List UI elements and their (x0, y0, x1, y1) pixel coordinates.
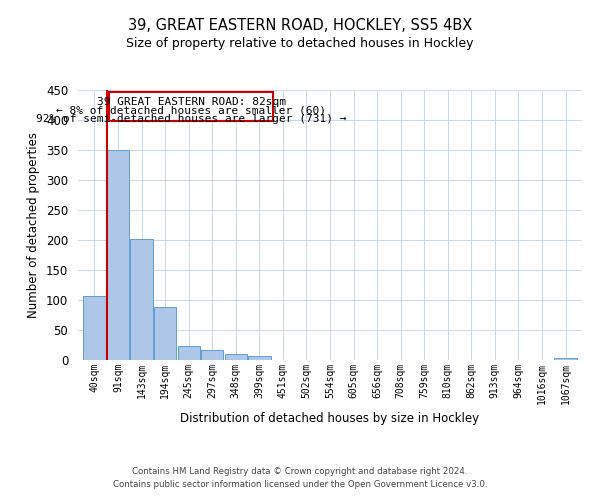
Bar (248, 356, 271, 360)
Bar (201, 350, 223, 360)
Bar (107, 150, 129, 360)
Bar (83, 296, 106, 360)
Text: Contains HM Land Registry data © Crown copyright and database right 2024.: Contains HM Land Registry data © Crown c… (132, 467, 468, 476)
Bar (224, 354, 247, 360)
Bar (130, 239, 153, 360)
Y-axis label: Number of detached properties: Number of detached properties (28, 132, 40, 318)
Text: 39, GREAT EASTERN ROAD, HOCKLEY, SS5 4BX: 39, GREAT EASTERN ROAD, HOCKLEY, SS5 4BX (128, 18, 472, 32)
X-axis label: Distribution of detached houses by size in Hockley: Distribution of detached houses by size … (181, 412, 479, 425)
Text: 92% of semi-detached houses are larger (731) →: 92% of semi-detached houses are larger (… (36, 114, 347, 124)
Text: ← 8% of detached houses are smaller (60): ← 8% of detached houses are smaller (60) (56, 106, 326, 116)
Bar (554, 358, 577, 360)
Bar (154, 307, 176, 360)
FancyBboxPatch shape (109, 92, 274, 121)
Text: Size of property relative to detached houses in Hockley: Size of property relative to detached ho… (126, 38, 474, 51)
Text: 39 GREAT EASTERN ROAD: 82sqm: 39 GREAT EASTERN ROAD: 82sqm (97, 96, 286, 106)
Text: Contains public sector information licensed under the Open Government Licence v3: Contains public sector information licen… (113, 480, 487, 489)
Bar (178, 346, 200, 360)
